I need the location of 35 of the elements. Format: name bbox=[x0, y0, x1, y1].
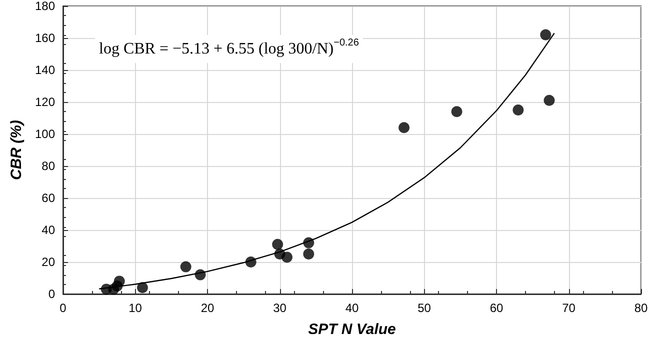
y-tick-label: 180 bbox=[34, 0, 56, 13]
point bbox=[114, 276, 125, 287]
x-tick-label: 40 bbox=[345, 301, 359, 315]
point bbox=[544, 94, 555, 106]
point bbox=[281, 252, 292, 263]
x-tick-label: 20 bbox=[200, 301, 214, 315]
x-tick-label: 50 bbox=[418, 301, 432, 315]
x-axis-title: SPT N Value bbox=[308, 321, 396, 338]
y-tick-label: 100 bbox=[34, 127, 56, 141]
point bbox=[272, 238, 284, 250]
point bbox=[245, 256, 256, 268]
y-tick-label: 40 bbox=[42, 223, 56, 237]
x-tick-label: 30 bbox=[273, 301, 287, 315]
x-tick-label: 80 bbox=[634, 301, 648, 315]
x-tick-label: 60 bbox=[490, 301, 504, 315]
y-tick-label: 20 bbox=[42, 255, 56, 269]
x-tick-label: 10 bbox=[128, 301, 142, 315]
point bbox=[136, 282, 148, 294]
y-tick-label: 120 bbox=[34, 95, 56, 109]
point bbox=[303, 248, 314, 260]
point bbox=[540, 29, 552, 40]
y-axis-title: CBR (%) bbox=[8, 120, 26, 180]
x-tick-label: 70 bbox=[562, 301, 576, 315]
y-tick-label: 140 bbox=[34, 63, 56, 77]
point bbox=[451, 106, 462, 118]
point bbox=[180, 261, 192, 272]
y-tick-label: 0 bbox=[48, 287, 56, 301]
point bbox=[303, 237, 314, 248]
y-tick-label: 80 bbox=[42, 159, 56, 173]
y-tick-label: 160 bbox=[34, 31, 56, 45]
x-tick-label: 0 bbox=[60, 301, 67, 315]
point bbox=[512, 104, 524, 116]
y-tick-label: 60 bbox=[42, 191, 56, 205]
point bbox=[398, 122, 410, 134]
point bbox=[194, 269, 206, 280]
